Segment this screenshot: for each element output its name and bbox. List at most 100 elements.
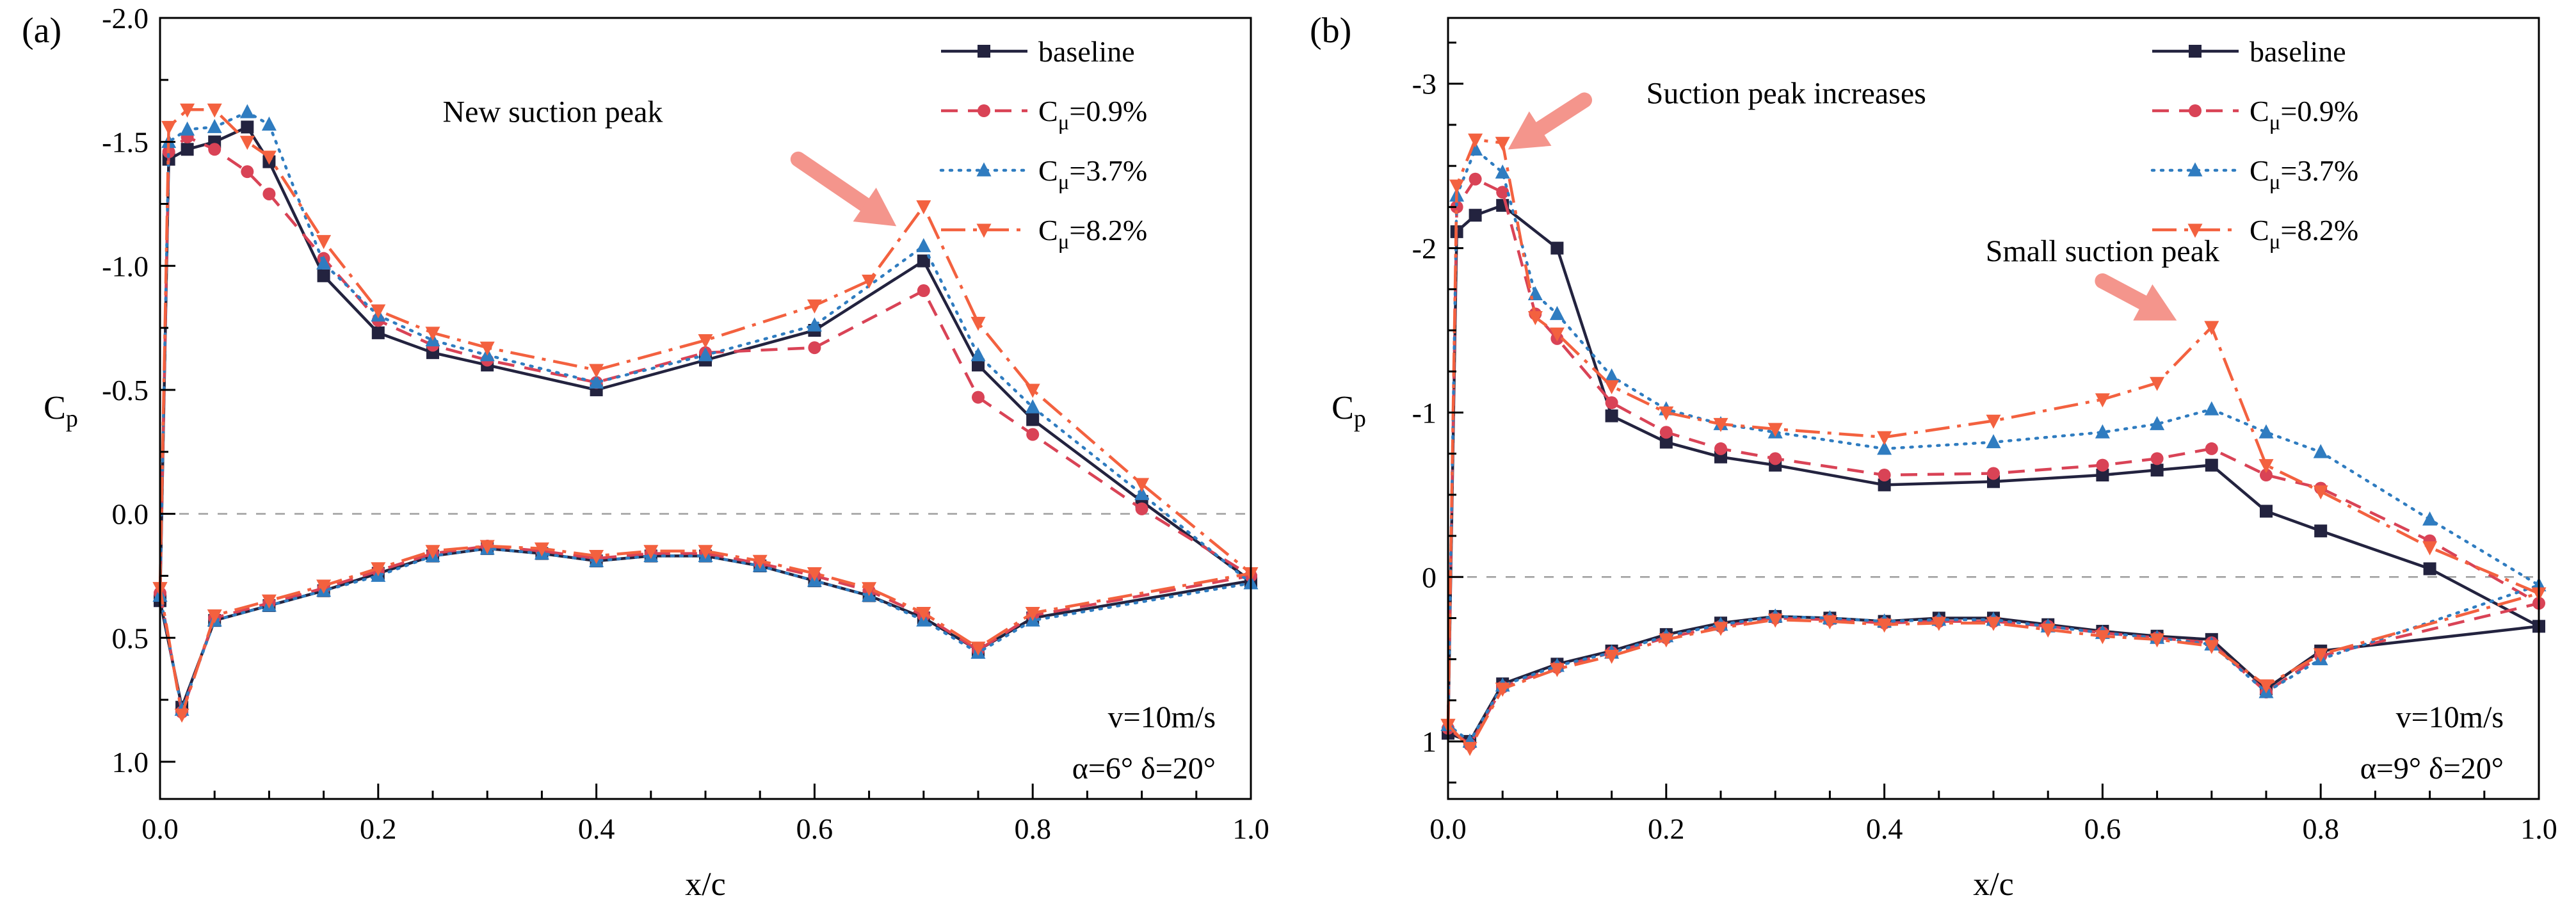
panel-a: (a) 0.0 0.2 0.4 0.6 0.8 1.0 -2.0 -1.5 -1.0 -0.5 0.… — [22, 2, 1269, 903]
marker-triangle-down — [161, 120, 177, 135]
x-axis-label: x/c — [1973, 866, 2014, 903]
marker-square — [1026, 413, 1040, 426]
legend-item-cmu37: Cμ=3.7% — [2150, 154, 2358, 194]
y-tick-label: -1.5 — [102, 126, 149, 159]
marker-circle — [1605, 396, 1618, 410]
marker-triangle-down — [752, 554, 768, 569]
marker-triangle-down — [1713, 622, 1728, 636]
x-tick-label: 0.4 — [578, 812, 615, 845]
marker-square — [978, 45, 990, 58]
marker-triangle-down — [425, 545, 440, 560]
marker-circle — [1987, 467, 2000, 480]
marker-triangle-down — [1986, 414, 2001, 429]
marker-triangle-down — [174, 708, 189, 723]
annotation-text: New suction peak — [442, 95, 663, 129]
legend-item-cmu09: Cμ=0.9% — [941, 95, 1147, 134]
marker-triangle-up — [916, 238, 931, 252]
marker-circle — [917, 284, 930, 298]
marker-circle — [1026, 428, 1040, 441]
marker-square — [1469, 209, 1482, 222]
series-line-cmu37 — [158, 110, 1253, 711]
marker-triangle-down — [1025, 383, 1040, 398]
annotation-text: Suction peak increases — [1646, 77, 1926, 111]
condition-text-0: v=10m/s — [2396, 700, 2504, 734]
marker-square — [972, 359, 985, 372]
marker-square — [2096, 469, 2109, 482]
series-line-cmu82 — [158, 108, 1253, 716]
marker-circle — [1450, 200, 1463, 214]
marker-square — [2423, 562, 2436, 576]
marker-triangle-up — [1986, 434, 2001, 449]
marker-triangle-down — [807, 299, 822, 314]
marker-triangle-up — [261, 117, 277, 131]
marker-triangle-down — [261, 594, 277, 609]
series-line-cmu09 — [158, 135, 1253, 714]
legend-label: baseline — [2250, 35, 2346, 68]
marker-square — [1550, 241, 1564, 255]
legend-label: Cμ=3.7% — [2250, 154, 2358, 194]
marker-circle — [808, 341, 821, 355]
marker-triangle-down — [916, 607, 931, 622]
marker-triangle-down — [2313, 485, 2328, 500]
marker-circle — [1469, 172, 1482, 186]
x-tick-label: 0.0 — [1429, 812, 1467, 845]
marker-triangle-down — [1931, 617, 1947, 631]
y-tick-label: -2.0 — [102, 2, 149, 35]
marker-triangle-up — [207, 118, 222, 133]
legend-label: baseline — [1038, 35, 1135, 68]
legend-item-cmu09: Cμ=0.9% — [2152, 95, 2358, 134]
marker-circle — [2260, 469, 2273, 482]
legend-label: Cμ=3.7% — [1038, 154, 1147, 194]
marker-triangle-down — [643, 545, 659, 560]
marker-triangle-up — [1527, 286, 1543, 300]
marker-triangle-up — [1134, 486, 1150, 501]
annotation-arrow-head — [1508, 111, 1552, 150]
marker-triangle-down — [371, 304, 386, 319]
x-tick-label: 1.0 — [1232, 812, 1269, 845]
x-tick-label: 0.0 — [141, 812, 179, 845]
marker-triangle-up — [2313, 444, 2328, 458]
marker-triangle-down — [479, 341, 495, 356]
marker-triangle-up — [1877, 440, 1892, 455]
annotation-arrow-shaft — [2095, 273, 2156, 313]
marker-triangle-up — [2095, 424, 2110, 439]
axis-ticks — [1447, 42, 2540, 799]
marker-triangle-down — [1659, 406, 1674, 421]
marker-triangle-up — [807, 317, 822, 332]
legend-label: Cμ=0.9% — [2250, 95, 2358, 134]
y-tick-label: 1.0 — [112, 746, 149, 778]
marker-triangle-down — [1659, 633, 1674, 648]
marker-circle — [972, 391, 985, 404]
marker-circle — [978, 104, 990, 117]
y-tick-label: 0.0 — [112, 498, 149, 531]
marker-triangle-down — [1877, 431, 1892, 446]
marker-circle — [1135, 502, 1148, 515]
x-axis-label: x/c — [685, 866, 726, 903]
axis-ticks — [159, 17, 1252, 799]
marker-triangle-down — [371, 562, 386, 577]
marker-triangle-down — [2258, 679, 2274, 694]
x-tick-label: 0.8 — [2302, 812, 2339, 845]
marker-triangle-up — [239, 104, 255, 118]
marker-triangle-down — [1025, 607, 1040, 622]
marker-square — [1605, 409, 1618, 423]
condition-text-1: α=9° δ=20° — [2360, 752, 2504, 786]
marker-triangle-down — [1986, 617, 2001, 631]
marker-square — [917, 254, 930, 268]
y-tick-label: 0.5 — [112, 622, 149, 654]
marker-triangle-up — [2187, 162, 2203, 177]
chart-b-svg: 0.0 0.2 0.4 0.6 0.8 1.0 -3 -2 -1 0 1 x/c Cp baseline C… — [1332, 17, 2557, 903]
marker-triangle-down — [1527, 310, 1543, 325]
marker-triangle-down — [2150, 376, 2165, 391]
marker-triangle-down — [2204, 321, 2219, 335]
marker-circle — [262, 187, 276, 200]
marker-triangle-down — [316, 579, 332, 594]
y-tick-label: -1 — [1412, 396, 1437, 429]
legend-item-cmu37: Cμ=3.7% — [939, 154, 1147, 194]
marker-triangle-down — [862, 582, 877, 597]
marker-triangle-down — [534, 542, 549, 557]
condition-text-0: v=10m/s — [1108, 700, 1216, 734]
marker-triangle-down — [2313, 648, 2328, 663]
x-tick-label: 0.6 — [2084, 812, 2121, 845]
